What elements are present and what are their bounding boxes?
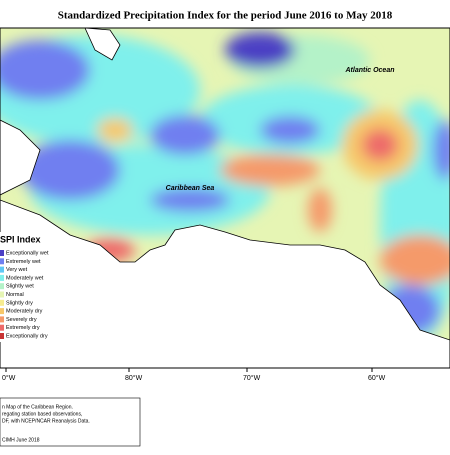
longitude-label: 0°W (2, 374, 16, 382)
legend-swatch (0, 308, 4, 315)
legend-label: Normal (6, 292, 24, 298)
legend-label: Slightly wet (6, 284, 34, 290)
longitude-label: 80°W (125, 374, 143, 382)
map-frame (0, 27, 450, 369)
legend-swatch (0, 283, 4, 290)
longitude-labels: 0°W 80°W 70°W 60°W (2, 368, 386, 382)
ocean-label: Atlantic Ocean (344, 67, 394, 74)
legend-label: Moderately wet (6, 275, 44, 281)
legend-label: Extremely dry (6, 325, 40, 331)
map: Atlantic Ocean Caribbean Sea (0, 28, 450, 368)
legend-swatch (0, 250, 4, 256)
sea-label: Caribbean Sea (166, 185, 215, 192)
longitude-label: 70°W (243, 374, 261, 382)
legend-swatch (0, 324, 4, 331)
legend-title: SPI Index (0, 234, 41, 244)
legend-label: Exceptionally dry (6, 333, 48, 339)
credit: CIMH June 2018 (2, 437, 40, 443)
legend-swatch (0, 274, 4, 281)
legend-swatch (0, 333, 4, 339)
footer-line: DF, with NCEP/NCAR Reanalysis Data. (2, 418, 90, 424)
legend-swatch (0, 266, 4, 273)
footer-line: regating station based observations, (2, 411, 82, 417)
title: Standardized Precipitation Index for the… (58, 10, 393, 22)
legend-label: Severely dry (6, 317, 37, 323)
legend-swatch (0, 299, 4, 306)
footer: CIMH June 2018 n Map of the Caribbean Re… (0, 397, 141, 447)
legend-swatch (0, 258, 4, 265)
legend: SPI Index Exceptionally wet Extremely wet… (0, 232, 55, 342)
footer-line: n Map of the Caribbean Region. (2, 404, 73, 410)
legend-swatch (0, 316, 4, 323)
legend-label: Extremely wet (6, 259, 41, 265)
legend-swatch (0, 291, 4, 298)
legend-label: Exceptionally wet (6, 250, 49, 256)
legend-label: Moderately dry (6, 309, 43, 315)
legend-label: Very wet (6, 267, 28, 273)
legend-label: Slightly dry (6, 300, 33, 306)
longitude-label: 60°W (368, 374, 386, 382)
legend-box (0, 232, 55, 342)
